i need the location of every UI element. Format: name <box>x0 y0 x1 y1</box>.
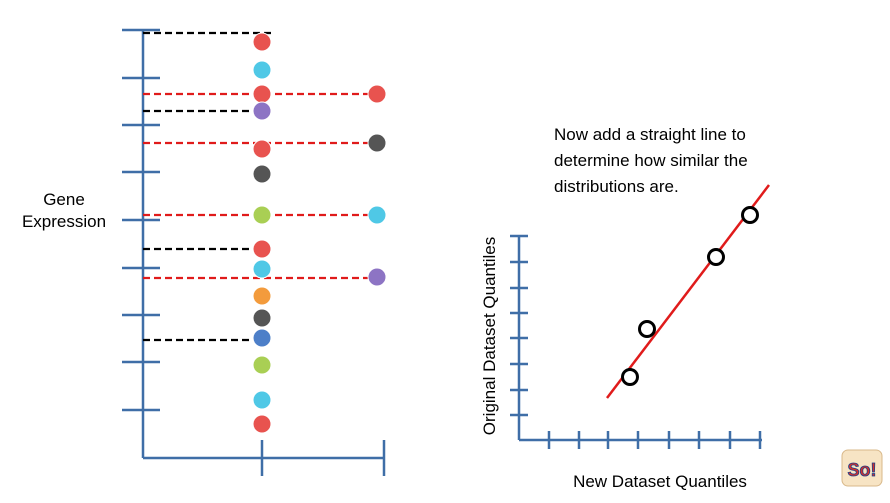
qq-point <box>621 368 639 386</box>
new-dataset-points <box>367 84 387 287</box>
original-dataset-points <box>252 32 272 434</box>
point-gray <box>367 133 387 153</box>
annotation-line3: distributions are. <box>554 177 679 196</box>
point-red <box>252 239 272 259</box>
point-cyan <box>252 60 272 80</box>
point-red <box>252 84 272 104</box>
point-cyan <box>252 259 272 279</box>
point-red <box>252 139 272 159</box>
point-purple <box>252 101 272 121</box>
qq-point <box>707 248 725 266</box>
point-green <box>252 355 272 375</box>
point-purple <box>367 267 387 287</box>
point-orange <box>252 286 272 306</box>
quantile-dashes-black <box>143 31 271 342</box>
point-cyan <box>252 390 272 410</box>
qq-y-axis-title: Original Dataset Quantiles <box>480 236 499 436</box>
logo-text: So! <box>848 460 877 480</box>
point-red <box>252 32 272 52</box>
qq-x-axis-title: New Dataset Quantiles <box>573 472 747 491</box>
annotation-line2: determine how similar the <box>554 151 748 170</box>
annotation-text: Now add a straight line to determine how… <box>554 122 824 200</box>
qq-points <box>621 206 759 386</box>
gene-label-line1: Gene <box>43 190 85 209</box>
gene-expression-axis <box>122 28 386 476</box>
point-gray <box>252 308 272 328</box>
qq-point <box>638 320 656 338</box>
channel-logo: So! <box>840 448 884 488</box>
point-green <box>252 205 272 225</box>
qq-point <box>741 206 759 224</box>
qq-plot-axes <box>510 234 762 449</box>
point-cyan <box>367 205 387 225</box>
point-blue <box>252 328 272 348</box>
gene-expression-label: Gene Expression <box>4 189 124 233</box>
annotation-line1: Now add a straight line to <box>554 125 746 144</box>
point-gray <box>252 164 272 184</box>
point-red <box>252 414 272 434</box>
fit-line <box>606 184 770 399</box>
point-red <box>367 84 387 104</box>
gene-label-line2: Expression <box>21 212 107 231</box>
